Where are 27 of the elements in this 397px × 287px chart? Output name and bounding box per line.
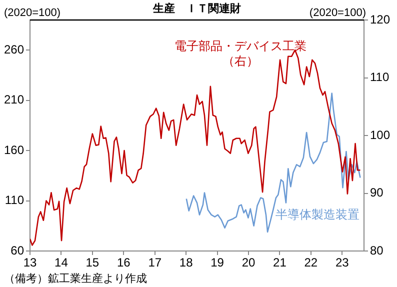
series-label: 電子部品・デバイス工業（右）: [174, 39, 306, 68]
y-tick-label: 260: [4, 42, 24, 56]
x-tick-label: 16: [116, 256, 131, 270]
x-tick-label: 22: [304, 256, 318, 270]
y-tick-label: 160: [4, 142, 24, 157]
x-tick-label: 17: [148, 256, 162, 270]
y2-tick-label: 80: [370, 243, 384, 258]
x-tick-label: 15: [86, 256, 100, 270]
x-tick-label: 19: [210, 256, 224, 270]
y2-tick-label: 120: [370, 12, 390, 26]
y-tick-label: 110: [4, 193, 24, 208]
y-axis-title: (2020=100): [4, 7, 61, 19]
y2-tick-label: 100: [370, 128, 390, 142]
x-tick-label: 18: [179, 256, 194, 270]
y-tick-label: 210: [4, 92, 24, 107]
x-tick-label: 13: [23, 256, 37, 270]
x-tick-label: 14: [54, 256, 68, 270]
y2-tick-label: 90: [370, 186, 384, 200]
y-tick-label: 60: [10, 243, 24, 258]
y2-axis-title: (2020=100): [309, 7, 366, 19]
y2-tick-label: 110: [370, 70, 390, 84]
x-tick-label: 20: [242, 256, 256, 270]
chart-title: 生産 ＩＴ関連財: [152, 2, 241, 15]
x-tick-label: 23: [335, 256, 350, 270]
series-label: 半導体製造装置: [276, 208, 360, 222]
text: （備考）鉱工業生産より作成: [4, 272, 147, 285]
x-tick-label: 21: [273, 256, 287, 270]
